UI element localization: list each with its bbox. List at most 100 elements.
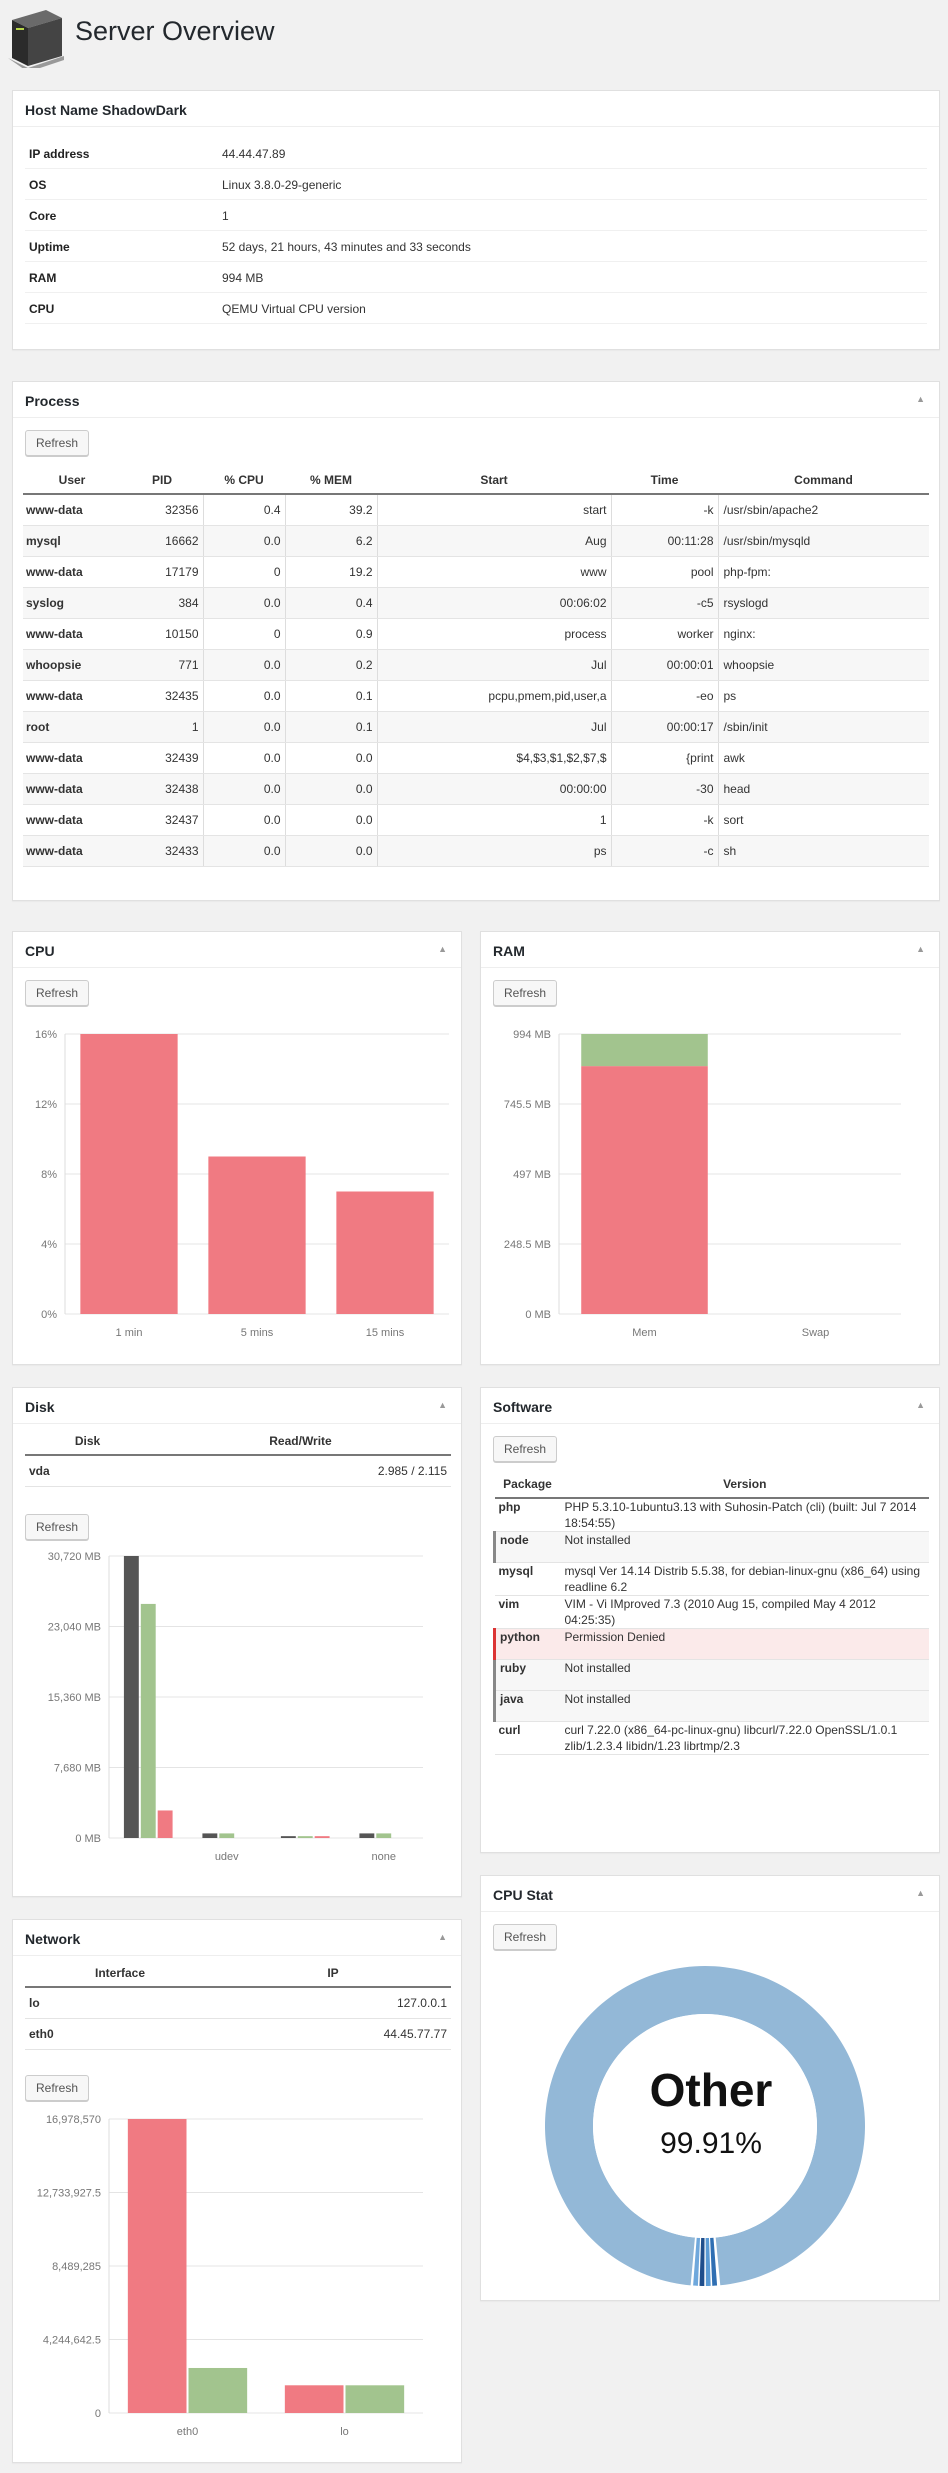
y-tick-label: 248.5 MB — [504, 1239, 551, 1251]
cell-mem: 0.0 — [285, 804, 378, 836]
page-title: Server Overview — [75, 16, 275, 46]
x-tick-label: eth0 — [177, 2426, 198, 2438]
cell-time: -30 — [611, 773, 719, 805]
disk-table-header: Disk Read/Write — [25, 1428, 451, 1456]
collapse-arrow-icon[interactable]: ▲ — [438, 1932, 447, 1942]
bar — [359, 1833, 375, 1838]
network-chart: 0 4,244,642.5 8,489,285 12,733,927.5 16,978,… — [13, 2108, 463, 2458]
cell-mem: 0.9 — [285, 618, 378, 650]
disk-name: vda — [25, 1455, 150, 1487]
bar — [297, 1836, 313, 1838]
cell-command: sort — [718, 804, 929, 836]
y-tick-label: 16% — [35, 1029, 57, 1041]
package-version: Permission Denied — [560, 1628, 929, 1660]
process-panel-header[interactable]: Process ▲ — [13, 382, 939, 418]
cpu-panel-header[interactable]: CPU ▲ — [13, 932, 461, 968]
y-tick-label: 0% — [41, 1309, 57, 1321]
cell-command: head — [718, 773, 929, 805]
x-tick-label: udev — [215, 1851, 239, 1863]
disk-title: Disk — [25, 1399, 55, 1415]
y-tick-label: 745.5 MB — [504, 1099, 551, 1111]
network-refresh-button[interactable]: Refresh — [25, 2075, 90, 2101]
x-tick-label: 5 mins — [241, 1327, 274, 1339]
package-name: java — [493, 1690, 561, 1722]
bar — [581, 1066, 708, 1314]
process-table: User PID % CPU % MEM Start Time Command … — [23, 467, 929, 867]
col-time: Time — [611, 467, 718, 495]
cell-pid: 32356 — [121, 494, 204, 526]
package-name: node — [493, 1531, 561, 1563]
cell-start: pcpu,pmem,pid,user,a — [377, 680, 612, 712]
cell-time: {print — [611, 742, 719, 774]
y-tick-label: 8% — [41, 1169, 57, 1181]
interface-name: eth0 — [25, 2018, 215, 2050]
network-chart-svg: 0 4,244,642.5 8,489,285 12,733,927.5 16,978,… — [37, 2114, 423, 2438]
cell-pid: 1 — [121, 711, 204, 743]
disk-table: Disk Read/Write vda 2.985 / 2.115 — [25, 1428, 451, 1487]
network-panel-header[interactable]: Network ▲ — [13, 1920, 461, 1956]
disk-chart-svg: 0 MB 7,680 MB 15,360 MB 23,040 MB 30,720 MB u… — [48, 1551, 423, 1863]
cpustat-title: CPU Stat — [493, 1887, 553, 1903]
software-panel-header[interactable]: Software ▲ — [481, 1388, 939, 1424]
x-tick-label: Swap — [802, 1327, 830, 1339]
y-tick-label: 7,680 MB — [54, 1763, 101, 1775]
cell-start: Jul — [377, 711, 612, 743]
bar — [140, 1603, 156, 1838]
info-key: IP address — [29, 147, 90, 161]
cell-cpu: 0.4 — [203, 494, 286, 526]
collapse-arrow-icon[interactable]: ▲ — [438, 944, 447, 954]
cell-time: -c — [611, 835, 719, 867]
cell-pid: 32435 — [121, 680, 204, 712]
collapse-arrow-icon[interactable]: ▲ — [916, 944, 925, 954]
bar — [208, 1156, 306, 1314]
package-version: VIM - Vi IMproved 7.3 (2010 Aug 15, comp… — [560, 1595, 929, 1629]
y-tick-label: 8,489,285 — [52, 2261, 101, 2273]
info-value: Linux 3.8.0-29-generic — [222, 178, 342, 192]
y-tick-label: 994 MB — [513, 1029, 551, 1041]
cell-cpu: 0.0 — [203, 711, 286, 743]
collapse-arrow-icon[interactable]: ▲ — [916, 394, 925, 404]
package-version: curl 7.22.0 (x86_64-pc-linux-gnu) libcur… — [560, 1721, 929, 1755]
disk-refresh-button[interactable]: Refresh — [25, 1514, 90, 1540]
cell-start: 00:00:00 — [377, 773, 612, 805]
cell-user: www-data — [23, 556, 121, 588]
cell-start: Aug — [377, 525, 612, 557]
collapse-arrow-icon[interactable]: ▲ — [916, 1400, 925, 1410]
cell-pid: 17179 — [121, 556, 204, 588]
col-ip: IP — [215, 1960, 451, 1988]
ram-chart-svg: 0 MB 248.5 MB 497 MB 745.5 MB 994 MB Mem Swap — [504, 1029, 901, 1339]
ram-refresh-button[interactable]: Refresh — [493, 980, 558, 1006]
cell-user: www-data — [23, 742, 121, 774]
y-tick-label: 30,720 MB — [48, 1551, 101, 1563]
process-table-header: User PID % CPU % MEM Start Time Command — [23, 467, 929, 495]
disk-panel-header[interactable]: Disk ▲ — [13, 1388, 461, 1424]
package-name: mysql — [494, 1562, 561, 1596]
bar — [157, 1810, 173, 1838]
cell-command: awk — [718, 742, 929, 774]
table-row: www-data 32439 0.0 0.0 $4,$3,$1,$2,$7,$ {prin… — [23, 742, 929, 774]
cell-pid: 32439 — [121, 742, 204, 774]
cell-user: www-data — [23, 773, 121, 805]
package-version: Not installed — [560, 1690, 929, 1722]
cell-command: rsyslogd — [718, 587, 929, 619]
table-row: www-data 32438 0.0 0.0 00:00:00 -30 head — [23, 773, 929, 805]
info-key: Core — [29, 209, 57, 223]
collapse-arrow-icon[interactable]: ▲ — [438, 1400, 447, 1410]
software-refresh-button[interactable]: Refresh — [493, 1436, 558, 1462]
cpustat-refresh-button[interactable]: Refresh — [493, 1924, 558, 1950]
donut-slice-other — [544, 1966, 865, 2286]
cpustat-panel-header[interactable]: CPU Stat ▲ — [481, 1876, 939, 1912]
cell-user: mysql — [23, 525, 121, 557]
process-refresh-button[interactable]: Refresh — [25, 430, 90, 456]
collapse-arrow-icon[interactable]: ▲ — [916, 1888, 925, 1898]
disk-chart: 0 MB 7,680 MB 15,360 MB 23,040 MB 30,720 MB u… — [13, 1548, 463, 1894]
ram-chart: 0 MB 248.5 MB 497 MB 745.5 MB 994 MB Mem Swap — [481, 1022, 941, 1362]
bar — [280, 1836, 296, 1838]
cell-pid: 16662 — [121, 525, 204, 557]
cpu-refresh-button[interactable]: Refresh — [25, 980, 90, 1006]
cell-cpu: 0.0 — [203, 804, 286, 836]
x-tick-label: 1 min — [116, 1327, 143, 1339]
ram-panel-header[interactable]: RAM ▲ — [481, 932, 939, 968]
y-tick-label: 497 MB — [513, 1169, 551, 1181]
cell-start: 1 — [377, 804, 612, 836]
